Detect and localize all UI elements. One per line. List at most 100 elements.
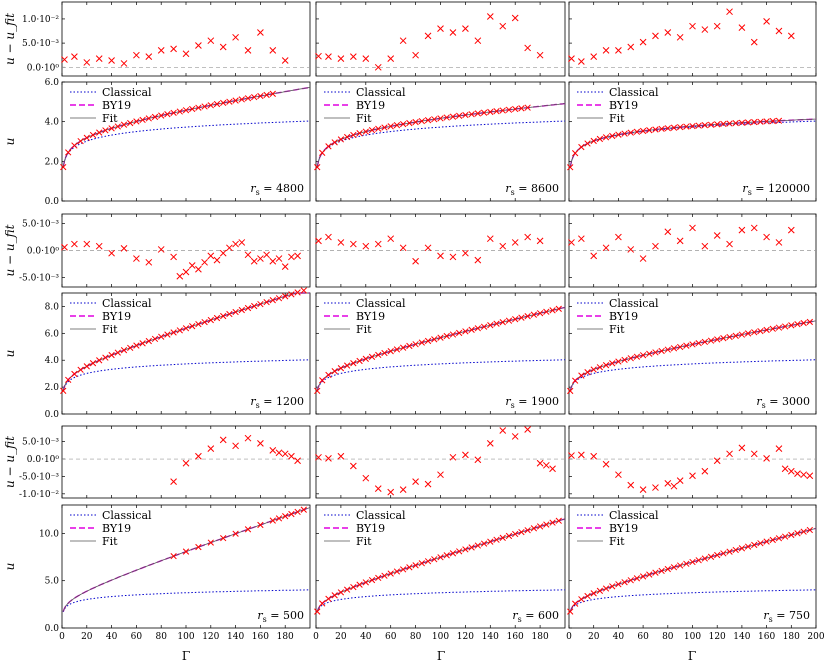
x-tick-label: 60	[637, 632, 649, 642]
data-point	[713, 232, 721, 239]
data-point	[120, 347, 128, 354]
data-point	[288, 291, 295, 298]
data-point	[738, 444, 746, 452]
data-point	[590, 252, 598, 260]
data-point	[139, 116, 146, 124]
data-point	[60, 163, 67, 171]
y-tick-label: 0.0·10⁰	[27, 247, 60, 257]
data-point	[543, 521, 550, 528]
panel-residual-r1-c1	[315, 213, 566, 288]
data-point	[505, 532, 513, 540]
data-point	[456, 112, 463, 119]
data-point	[590, 590, 597, 597]
data-point	[282, 513, 289, 520]
data-point	[590, 137, 597, 145]
y-tick-label: -1.0·10⁻²	[19, 490, 59, 500]
legend-label: BY19	[356, 310, 385, 323]
data-point	[744, 119, 752, 126]
data-point	[368, 576, 376, 584]
data-point	[658, 125, 665, 133]
data-point	[664, 565, 671, 573]
by19-curve	[62, 506, 311, 612]
classical-curve	[316, 120, 566, 168]
data-point	[412, 118, 419, 126]
data-point	[664, 125, 671, 132]
data-point	[536, 51, 544, 59]
y-axis-label: u − u_fit	[3, 13, 17, 65]
data-point	[281, 263, 289, 270]
data-point	[314, 164, 321, 171]
data-point	[356, 357, 363, 365]
data-point	[275, 255, 283, 262]
data-point	[133, 255, 140, 262]
data-point	[530, 525, 538, 532]
data-point	[670, 564, 678, 571]
panel-residual-r2-c0: 5.0·10⁻³ 0.0·10⁰ -5.0·10⁻³ -1.0·10⁻²u − u_f…	[3, 425, 311, 500]
data-point	[238, 96, 245, 103]
data-point	[726, 450, 733, 458]
data-point	[350, 583, 357, 591]
data-point	[572, 600, 579, 607]
data-point	[157, 47, 165, 54]
panel-residual-r2-c1	[315, 425, 566, 499]
data-point	[257, 521, 264, 529]
data-point	[157, 246, 165, 253]
data-point	[127, 344, 134, 351]
data-point	[615, 471, 622, 479]
data-point	[615, 233, 622, 241]
by19-curve	[62, 86, 311, 168]
data-point	[652, 349, 659, 356]
rs-annotation: rs = 4800	[250, 182, 304, 197]
legend-label: Classical	[609, 86, 659, 99]
data-point	[325, 53, 332, 61]
data-point	[314, 387, 321, 395]
data-point	[480, 109, 488, 116]
data-point	[331, 139, 338, 146]
y-tick-label: 0.0·10⁰	[27, 455, 60, 465]
data-point	[530, 311, 538, 318]
data-point	[108, 351, 115, 359]
data-point	[315, 453, 322, 461]
data-point	[676, 343, 684, 351]
data-point	[602, 585, 610, 592]
data-point	[89, 131, 97, 139]
fit-curve	[316, 307, 566, 392]
data-point	[269, 297, 276, 304]
legend-label: Fit	[356, 323, 372, 336]
data-point	[493, 108, 500, 115]
legend-label: Fit	[102, 112, 118, 125]
data-point	[732, 332, 739, 339]
data-point	[499, 107, 506, 114]
x-tick-label: 180	[277, 632, 294, 642]
data-point	[263, 91, 270, 99]
data-point	[387, 348, 394, 355]
data-point	[349, 240, 357, 248]
data-point	[664, 346, 671, 353]
data-point	[207, 252, 215, 260]
panel-residual-r1-c2	[568, 213, 817, 288]
data-point	[757, 540, 764, 547]
data-point	[549, 307, 556, 314]
data-point	[738, 226, 746, 234]
y-tick-label: 0.0·10⁰	[27, 63, 60, 73]
data-point	[220, 312, 227, 320]
data-point	[518, 105, 525, 112]
data-point	[151, 113, 159, 121]
data-point	[182, 50, 190, 58]
data-point	[120, 244, 128, 252]
data-point	[133, 118, 140, 125]
data-point	[738, 119, 746, 126]
data-point	[493, 536, 500, 543]
data-point	[689, 341, 696, 348]
data-point	[170, 329, 177, 336]
data-point	[424, 337, 432, 345]
y-tick-label: 4.0	[45, 118, 60, 128]
data-point	[89, 360, 97, 367]
data-point	[633, 353, 641, 360]
classical-curve	[569, 589, 816, 613]
data-point	[602, 47, 610, 54]
data-point	[726, 120, 733, 127]
data-point	[61, 56, 68, 63]
data-point	[524, 527, 531, 534]
